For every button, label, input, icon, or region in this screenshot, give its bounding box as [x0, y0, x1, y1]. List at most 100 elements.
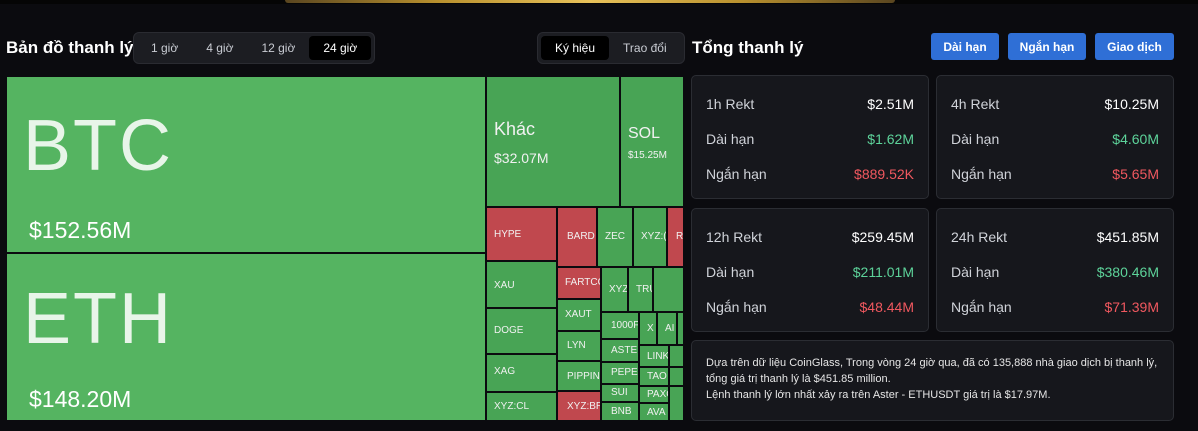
tile-symbol: SOL: [628, 125, 661, 142]
tile-xaut[interactable]: XAUT: [557, 299, 601, 331]
tile-value: $15.25M: [628, 150, 667, 161]
tile-value: $148.20M: [29, 386, 132, 412]
short-label: Ngắn hạn: [706, 166, 767, 182]
tile-label: R: [676, 231, 684, 242]
tile-label: BNB: [611, 406, 632, 417]
tile-symbol: ETH: [23, 279, 173, 359]
tile-xau[interactable]: XAU: [486, 261, 557, 308]
tile-khac[interactable]: Khác $32.07M: [486, 76, 620, 207]
card-label: 4h Rekt: [951, 96, 1000, 112]
tile-lyn[interactable]: LYN: [557, 331, 601, 361]
tile-value: $32.07M: [494, 150, 549, 166]
tile-eth[interactable]: ETH $148.20M: [6, 253, 486, 421]
tile-sol[interactable]: SOL $15.25M: [620, 76, 684, 207]
tile-bnb[interactable]: BNB: [601, 402, 639, 421]
tile-label: HYPE: [494, 229, 522, 240]
tile-label: PEPE: [611, 367, 638, 378]
tile-doge[interactable]: DOGE: [486, 308, 557, 354]
tile-paxg[interactable]: PAXG: [639, 386, 669, 403]
card-total: $259.45M: [851, 229, 914, 245]
summary-text: Dựa trên dữ liệu CoinGlass, Trong vòng 2…: [706, 357, 1158, 385]
tile-label: LYN: [567, 340, 586, 351]
tile-misc-5[interactable]: [669, 386, 684, 421]
short-button[interactable]: Ngắn hạn: [1008, 33, 1086, 60]
card-12h-rekt: 12h Rekt $259.45M Dài hạn $211.01M Ngắn hạ…: [691, 208, 929, 332]
largest-liquidation-text: Lệnh thanh lý lớn nhất xảy ra trên Aster…: [706, 389, 1051, 401]
tile-misc-4[interactable]: [669, 367, 684, 386]
short-label: Ngắn hạn: [951, 166, 1012, 182]
liquidation-summary: Dựa trên dữ liệu CoinGlass, Trong vòng 2…: [691, 340, 1174, 421]
tile-label: ZEC: [605, 231, 625, 242]
tile-hype[interactable]: HYPE: [486, 207, 557, 261]
long-label: Dài hạn: [706, 131, 755, 147]
short-label: Ngắn hạn: [951, 299, 1012, 315]
tile-label: TRU: [636, 284, 652, 295]
short-value: $48.44M: [859, 299, 914, 315]
tile-r[interactable]: R: [667, 207, 684, 267]
tile-xyz-2[interactable]: XYZ: [601, 267, 628, 312]
tile-symbol: BTC: [23, 106, 173, 186]
tile-xyz-br[interactable]: XYZ:BR: [557, 391, 601, 421]
tile-label: X: [647, 323, 654, 334]
tile-label: AI: [665, 323, 675, 334]
long-label: Dài hạn: [706, 264, 755, 280]
tab-symbol[interactable]: Ký hiệu: [541, 36, 610, 60]
long-button[interactable]: Dài hạn: [931, 33, 999, 60]
tile-misc-1[interactable]: [653, 267, 684, 312]
tile-tao[interactable]: TAO: [639, 367, 669, 386]
card-total: $451.85M: [1096, 229, 1159, 245]
tile-pippin[interactable]: PIPPIN: [557, 361, 601, 391]
tile-pepe[interactable]: PEPE: [601, 362, 639, 384]
short-value: $71.39M: [1104, 299, 1159, 315]
tab-24h[interactable]: 24 giờ: [309, 36, 372, 60]
card-1h-rekt: 1h Rekt $2.51M Dài hạn $1.62M Ngắn hạn $889…: [691, 75, 929, 199]
tile-label: ASTE: [611, 345, 638, 356]
tile-zec[interactable]: ZEC: [597, 207, 633, 267]
time-range-tabs: 1 giờ 4 giờ 12 giờ 24 giờ: [133, 32, 376, 64]
tile-label: BARD: [567, 231, 595, 242]
tile-ai[interactable]: AI: [657, 312, 677, 345]
tile-x[interactable]: X: [639, 312, 657, 345]
tile-xag[interactable]: XAG: [486, 354, 557, 392]
tile-sui[interactable]: SUI: [601, 384, 639, 402]
long-label: Dài hạn: [951, 264, 1000, 280]
tile-btc[interactable]: BTC $152.56M: [6, 76, 486, 253]
tab-4h[interactable]: 4 giờ: [206, 41, 234, 55]
tab-1h[interactable]: 1 giờ: [151, 41, 179, 55]
trade-button[interactable]: Giao dịch: [1095, 33, 1174, 60]
tile-label: XYZ:BR: [567, 401, 601, 412]
tile-aster[interactable]: ASTE: [601, 339, 639, 362]
tile-ava[interactable]: AVA: [639, 403, 669, 421]
card-label: 24h Rekt: [951, 229, 1008, 245]
tile-tru[interactable]: TRU: [628, 267, 653, 312]
total-liquidation-title: Tổng thanh lý: [692, 38, 804, 57]
tile-label: XAU: [494, 280, 515, 291]
tile-symbol: Khác: [494, 119, 536, 139]
tile-label: XAUT: [565, 309, 592, 320]
tile-misc-3[interactable]: [669, 345, 684, 367]
tile-xyz-cl[interactable]: XYZ:CL: [486, 392, 557, 421]
tile-bard[interactable]: BARD: [557, 207, 597, 267]
tile-label: LINK: [647, 351, 669, 362]
tile-label: DOGE: [494, 325, 524, 336]
tile-fartcoin[interactable]: FARTCO: [557, 267, 601, 299]
card-total: $2.51M: [867, 96, 914, 112]
tile-label: XYZ:CL: [494, 401, 530, 412]
tile-misc-2[interactable]: [677, 312, 684, 345]
tab-12h[interactable]: 12 giờ: [261, 41, 296, 55]
card-label: 12h Rekt: [706, 229, 763, 245]
long-label: Dài hạn: [951, 131, 1000, 147]
view-mode-tabs: Ký hiệu Trao đổi: [537, 32, 685, 64]
tile-label: 1000F: [611, 320, 639, 331]
tab-exchange[interactable]: Trao đổi: [623, 41, 667, 55]
tile-1000[interactable]: 1000F: [601, 312, 639, 339]
card-24h-rekt: 24h Rekt $451.85M Dài hạn $380.46M Ngắn hạ…: [936, 208, 1174, 332]
tile-label: PAXG: [647, 389, 668, 400]
tile-link[interactable]: LINK: [639, 345, 669, 367]
card-label: 1h Rekt: [706, 96, 755, 112]
tile-xyz-1[interactable]: XYZ:(: [633, 207, 667, 267]
tile-label: SUI: [611, 387, 628, 398]
card-total: $10.25M: [1104, 96, 1159, 112]
tile-label: XYZ: [609, 284, 628, 295]
tile-label: XYZ:(: [641, 231, 667, 242]
